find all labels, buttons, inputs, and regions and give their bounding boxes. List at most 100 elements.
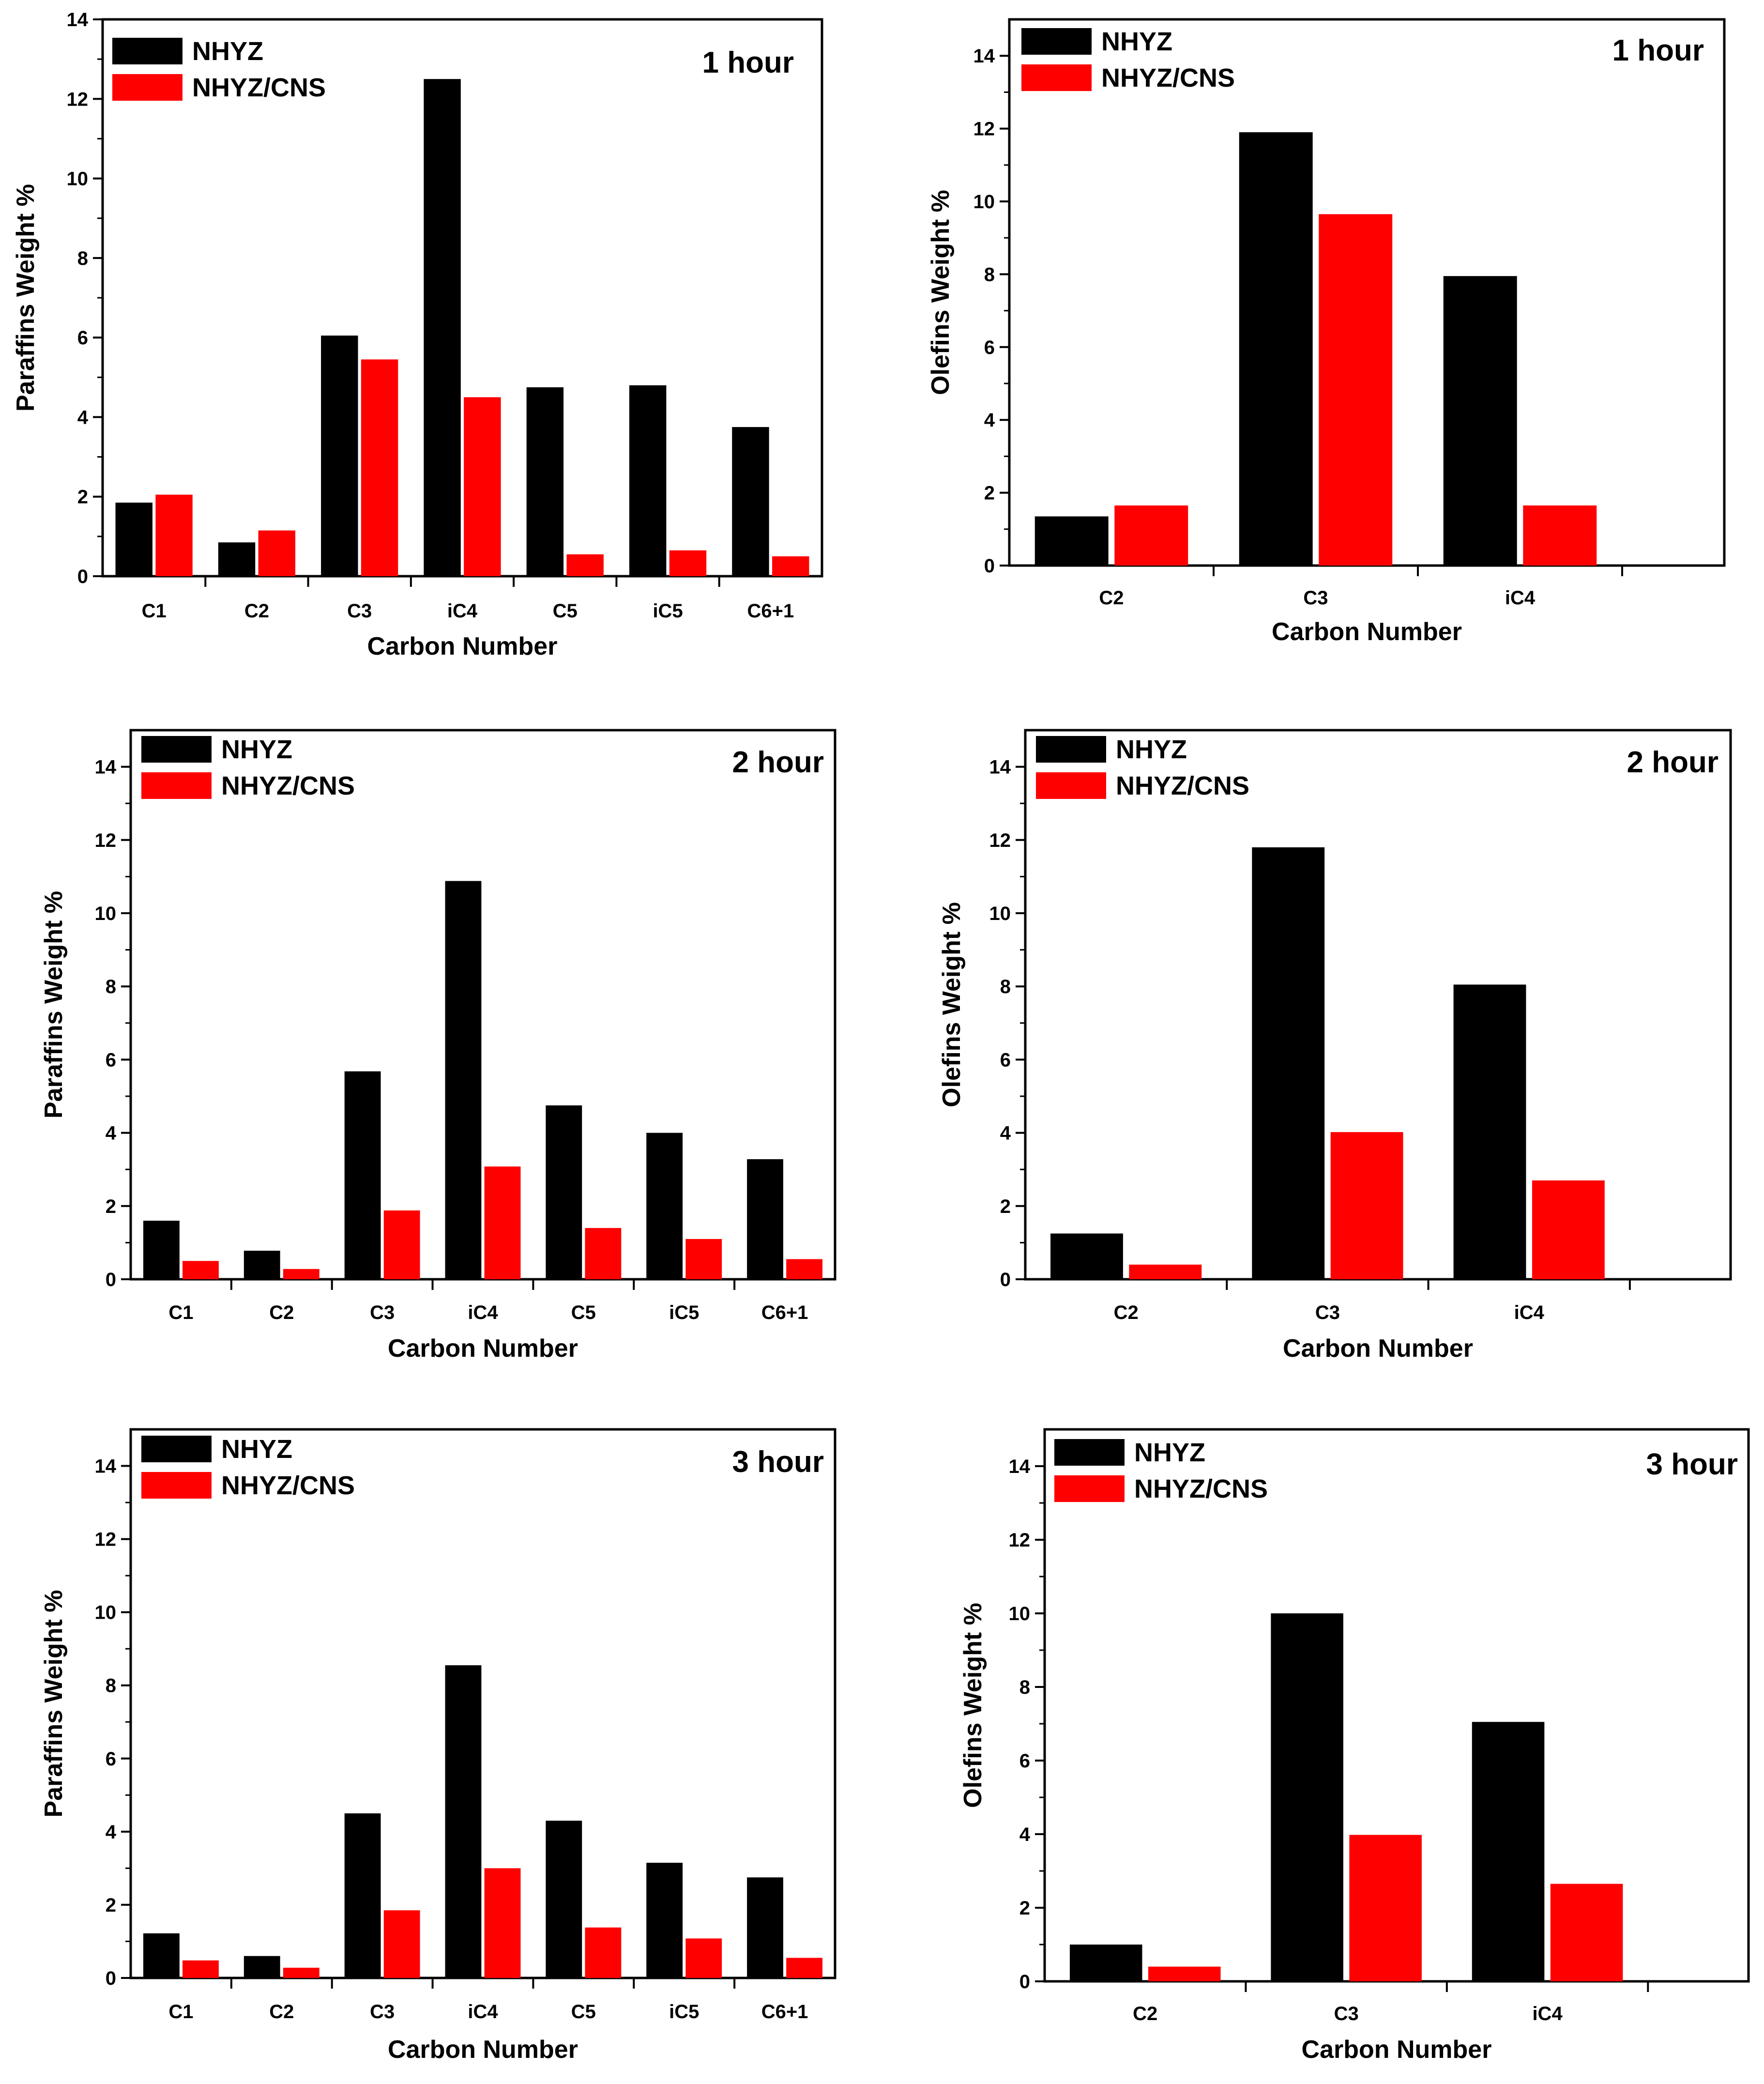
bar-nhyz-cns-c5: [566, 554, 604, 576]
x-tick-label: C6+1: [747, 600, 794, 622]
y-axis-title: Olefins Weight %: [938, 902, 966, 1107]
y-tick-label: 8: [106, 976, 116, 997]
y-tick-label: 4: [106, 1123, 117, 1144]
legend: NHYZ NHYZ/CNS: [112, 37, 326, 102]
chart-panel-3: 0 2 4 6 8 10 12 14 C1 C2 C3 iC4 C5 iC5 C6+1 Carbon Numb…: [40, 729, 836, 1363]
legend-swatch-nhyz: [1054, 1439, 1125, 1466]
y-tick-label: 4: [106, 1822, 117, 1843]
y-tick-label: 0: [984, 555, 995, 577]
chart-panel-4: 0 2 4 6 8 10 12 14 C2 C3 iC4 Carbon Number Olefins W…: [938, 729, 1732, 1363]
x-axis: C1 C2 C3 iC4 C5 iC5 C6+1: [168, 1978, 808, 2023]
x-tick-label: C6+1: [761, 2001, 808, 2023]
chart-panel-2: 0 2 4 6 8 10 12 14 C2 C3 iC4 Carbon Number Olefins W…: [927, 18, 1726, 646]
y-axis-title: Paraffins Weight %: [40, 1590, 68, 1817]
bar-nhyz-ic5: [646, 1863, 683, 1978]
bar-nhyz-c5: [526, 387, 564, 576]
y-tick-label: 4: [77, 407, 89, 428]
y-axis-title: Olefins Weight %: [927, 190, 955, 395]
legend-label: NHYZ: [221, 735, 292, 764]
y-axis: 0 2 4 6 8 10 12 14: [973, 46, 1009, 577]
chart-panel-1: 0 2 4 6 8 10 12 14 C1 C2 C3 iC4 C5 iC5 C6+1 Carbon Numb…: [12, 9, 823, 660]
x-tick-label: C2: [1099, 587, 1124, 609]
bar-nhyz-c5: [546, 1105, 582, 1279]
x-tick-label: C2: [269, 2001, 294, 2023]
legend-swatch-nhyz-cns: [141, 1472, 212, 1499]
x-tick-label: iC4: [468, 2001, 498, 2023]
x-axis: C2 C3 iC4: [1099, 566, 1623, 609]
y-tick-label: 10: [67, 169, 89, 190]
y-tick-label: 2: [106, 1196, 116, 1217]
x-axis-title: Carbon Number: [1272, 618, 1462, 646]
x-tick-label: C2: [1133, 2003, 1157, 2024]
legend-label: NHYZ: [1101, 27, 1172, 56]
legend-label: NHYZ/CNS: [1116, 771, 1249, 800]
x-tick-label: iC4: [447, 600, 478, 622]
y-tick-label: 10: [973, 191, 995, 213]
y-tick-label: 8: [984, 264, 995, 285]
y-tick-label: 4: [984, 410, 995, 431]
bar-nhyz-ic4: [445, 1665, 482, 1978]
bar-nhyz-cns-c3: [1319, 214, 1393, 566]
x-axis-title: Carbon Number: [1302, 2036, 1492, 2064]
legend: NHYZ NHYZ/CNS: [1054, 1438, 1268, 1503]
y-tick-label: 2: [984, 483, 995, 504]
bar-nhyz-ic4: [424, 79, 461, 577]
legend-swatch-nhyz-cns: [1054, 1475, 1125, 1502]
legend-swatch-nhyz: [112, 38, 182, 64]
y-tick-label: 10: [95, 903, 117, 924]
y-tick-label: 8: [1019, 1677, 1030, 1698]
bar-nhyz-ic5: [629, 385, 667, 576]
y-tick-label: 14: [95, 1456, 117, 1477]
y-axis: 0 2 4 6 8 10 12 14: [1009, 1456, 1045, 1992]
panel-title: 2 hour: [1627, 746, 1718, 779]
y-tick-label: 14: [1009, 1456, 1031, 1477]
legend: NHYZ NHYZ/CNS: [141, 735, 355, 800]
y-tick-label: 0: [77, 566, 88, 587]
bar-nhyz-c1: [143, 1933, 180, 1978]
y-tick-label: 14: [989, 757, 1011, 778]
legend-label: NHYZ/CNS: [1134, 1474, 1268, 1503]
bar-nhyz-c3: [344, 1813, 381, 1978]
x-axis-title: Carbon Number: [1283, 1334, 1473, 1363]
x-tick-label: C1: [168, 1302, 193, 1323]
bar-nhyz-cns-c1: [155, 494, 193, 576]
panel-title: 3 hour: [1646, 1448, 1738, 1481]
y-tick-label: 14: [95, 757, 117, 778]
y-tick-label: 10: [989, 903, 1011, 924]
plot-frame: [129, 1428, 836, 1979]
legend-label: NHYZ: [1116, 735, 1187, 764]
y-tick-label: 12: [67, 89, 89, 110]
bar-nhyz-cns-c2: [283, 1967, 319, 1978]
x-axis: C2 C3 iC4: [1114, 1279, 1631, 1323]
legend-label: NHYZ/CNS: [192, 73, 326, 102]
x-tick-label: C3: [1334, 2003, 1359, 2024]
legend-swatch-nhyz: [141, 1436, 212, 1462]
bar-nhyz-cns-c2: [283, 1269, 319, 1279]
panel-title: 3 hour: [732, 1445, 824, 1479]
bar-nhyz-ic4: [1453, 984, 1526, 1279]
legend-label: NHYZ: [221, 1435, 292, 1464]
legend-label: NHYZ/CNS: [221, 771, 355, 800]
y-axis-title: Paraffins Weight %: [12, 184, 40, 412]
x-axis: C1 C2 C3 iC4 C5 iC5 C6+1: [168, 1279, 808, 1323]
legend-swatch-nhyz-cns: [141, 772, 212, 799]
bar-nhyz-c3: [344, 1071, 381, 1279]
bar-nhyz-cns-c1: [182, 1960, 219, 1978]
y-axis: 0 2 4 6 8 10 12 14: [95, 757, 131, 1290]
bar-nhyz-c6+1: [732, 427, 769, 576]
x-tick-label: iC5: [669, 2001, 699, 2023]
bar-nhyz-cns-c3: [383, 1210, 420, 1279]
bar-nhyz-c1: [143, 1221, 180, 1279]
y-axis-title: Paraffins Weight %: [40, 891, 68, 1119]
y-tick-label: 2: [106, 1895, 116, 1916]
legend-swatch-nhyz-cns: [112, 74, 182, 101]
legend-label: NHYZ: [192, 37, 263, 66]
y-tick-label: 14: [67, 9, 89, 31]
y-tick-label: 0: [106, 1269, 116, 1290]
y-axis: 0 2 4 6 8 10 12 14: [67, 9, 103, 587]
y-tick-label: 6: [77, 327, 88, 349]
panel-title: 2 hour: [732, 746, 824, 779]
bar-nhyz-cns-c2: [258, 530, 296, 576]
legend-swatch-nhyz: [141, 736, 212, 763]
